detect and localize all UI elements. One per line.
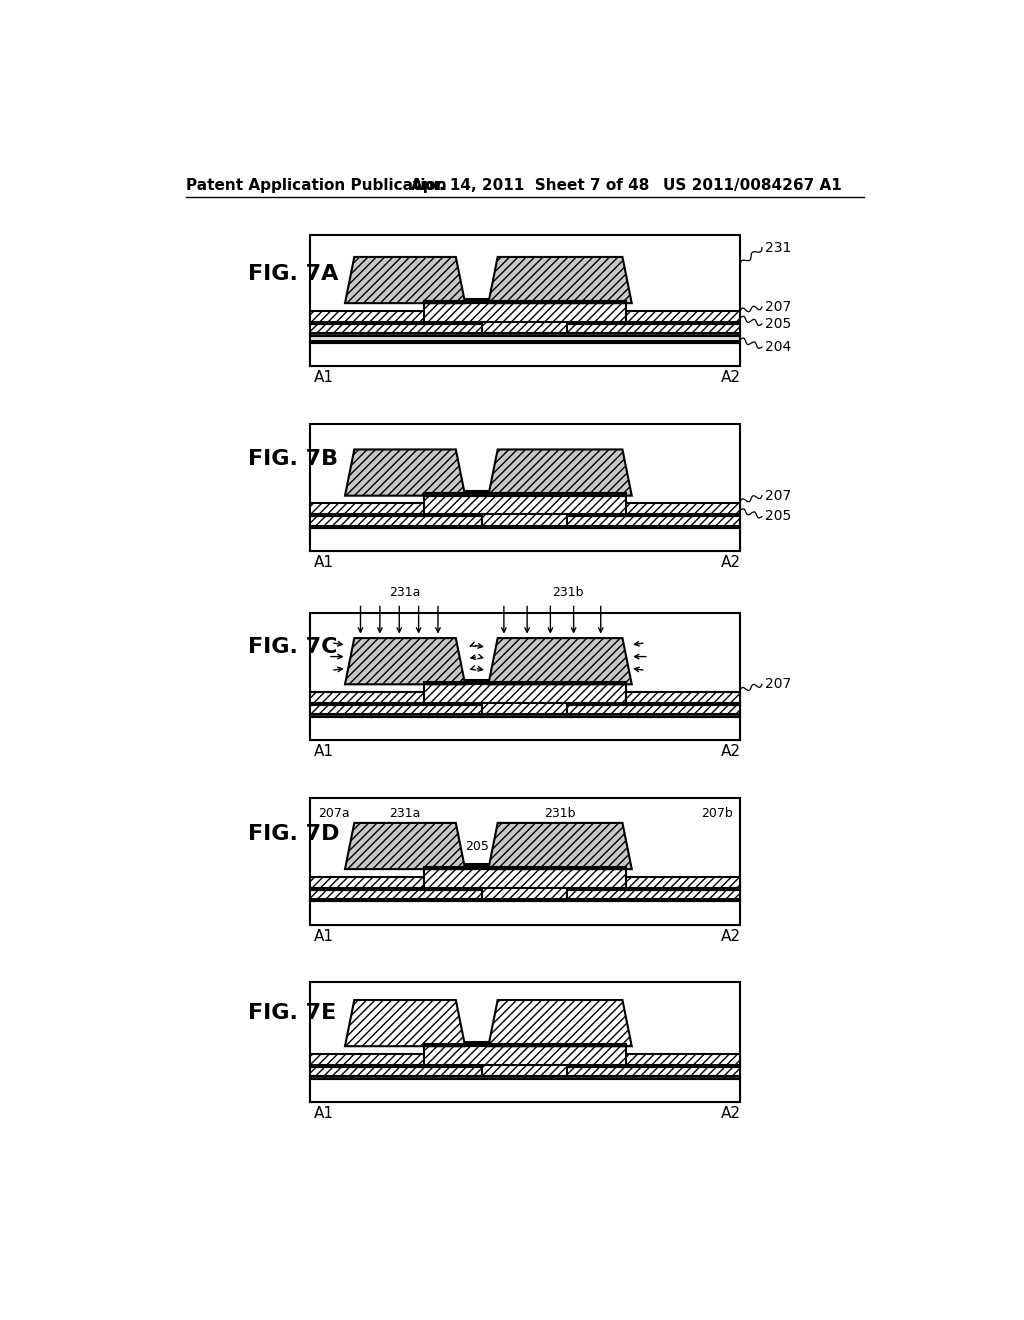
Bar	[482, 318, 567, 333]
Polygon shape	[345, 638, 465, 684]
Bar	[310, 899, 740, 902]
Polygon shape	[488, 257, 632, 304]
Bar	[424, 684, 626, 702]
Bar	[310, 717, 740, 739]
Bar	[310, 714, 740, 717]
Text: 207a: 207a	[317, 807, 349, 820]
Bar	[310, 343, 740, 367]
Bar	[310, 525, 740, 528]
Bar	[310, 341, 740, 343]
Bar	[310, 797, 740, 924]
Bar	[310, 890, 740, 899]
Bar	[310, 516, 740, 525]
Bar	[310, 424, 740, 552]
Polygon shape	[488, 638, 632, 684]
Bar	[310, 335, 740, 341]
Text: A1: A1	[314, 556, 334, 570]
Bar	[310, 515, 740, 516]
Text: A2: A2	[721, 928, 741, 944]
Bar	[310, 1067, 740, 1076]
Bar	[310, 312, 740, 322]
Polygon shape	[488, 822, 632, 869]
Bar	[482, 700, 567, 714]
Polygon shape	[345, 822, 465, 869]
Polygon shape	[488, 1001, 632, 1047]
Text: A1: A1	[314, 928, 334, 944]
Text: A2: A2	[721, 743, 741, 759]
Text: 204: 204	[765, 341, 792, 354]
Bar	[310, 692, 740, 702]
Bar	[424, 869, 626, 887]
Bar	[424, 496, 626, 515]
Text: FIG. 7B: FIG. 7B	[248, 449, 338, 469]
Text: 231a: 231a	[389, 807, 421, 820]
Bar	[424, 494, 626, 496]
Text: 231b: 231b	[552, 586, 584, 599]
Bar	[424, 1047, 626, 1065]
Bar	[424, 301, 626, 304]
Text: 205: 205	[765, 317, 792, 331]
Bar	[482, 884, 567, 899]
Polygon shape	[345, 449, 465, 496]
Bar	[424, 680, 626, 681]
Text: A1: A1	[314, 1106, 334, 1121]
Text: A2: A2	[721, 1106, 741, 1121]
Bar	[310, 982, 740, 1102]
Bar	[310, 887, 740, 890]
Bar	[310, 1053, 740, 1065]
Bar	[310, 902, 740, 924]
Polygon shape	[345, 257, 465, 304]
Bar	[310, 705, 740, 714]
Bar	[424, 1044, 626, 1047]
Bar	[310, 333, 740, 335]
Bar	[424, 298, 626, 300]
Bar	[482, 511, 567, 525]
Text: 231b: 231b	[544, 807, 575, 820]
Text: FIG. 7C: FIG. 7C	[248, 638, 338, 657]
Text: FIG. 7E: FIG. 7E	[248, 1003, 336, 1023]
Bar	[310, 876, 740, 887]
Bar	[310, 323, 740, 333]
Text: 207b: 207b	[700, 807, 732, 820]
Text: Apr. 14, 2011  Sheet 7 of 48: Apr. 14, 2011 Sheet 7 of 48	[411, 178, 649, 193]
Bar	[310, 1076, 740, 1078]
Bar	[482, 1061, 567, 1076]
Text: A1: A1	[314, 743, 334, 759]
Text: 205: 205	[765, 510, 792, 524]
Text: 207: 207	[765, 677, 792, 692]
Bar	[310, 503, 740, 515]
Text: A2: A2	[721, 371, 741, 385]
Bar	[310, 1078, 740, 1102]
Polygon shape	[488, 449, 632, 496]
Polygon shape	[345, 1001, 465, 1047]
Text: 231a: 231a	[389, 586, 421, 599]
Text: 231: 231	[765, 240, 792, 255]
Bar	[424, 867, 626, 869]
Text: 207: 207	[765, 488, 792, 503]
Text: 205: 205	[465, 840, 488, 853]
Text: 207: 207	[765, 300, 792, 314]
Bar	[310, 612, 740, 739]
Bar	[424, 304, 626, 322]
Bar	[310, 528, 740, 552]
Bar	[424, 1041, 626, 1043]
Bar	[310, 235, 740, 367]
Text: US 2011/0084267 A1: US 2011/0084267 A1	[663, 178, 842, 193]
Text: FIG. 7A: FIG. 7A	[248, 264, 339, 284]
Text: FIG. 7D: FIG. 7D	[248, 824, 340, 843]
Bar	[310, 702, 740, 705]
Bar	[424, 682, 626, 684]
Bar	[424, 491, 626, 492]
Bar	[310, 322, 740, 323]
Text: A1: A1	[314, 371, 334, 385]
Text: A2: A2	[721, 556, 741, 570]
Text: Patent Application Publication: Patent Application Publication	[186, 178, 446, 193]
Bar	[424, 865, 626, 866]
Bar	[310, 1065, 740, 1067]
